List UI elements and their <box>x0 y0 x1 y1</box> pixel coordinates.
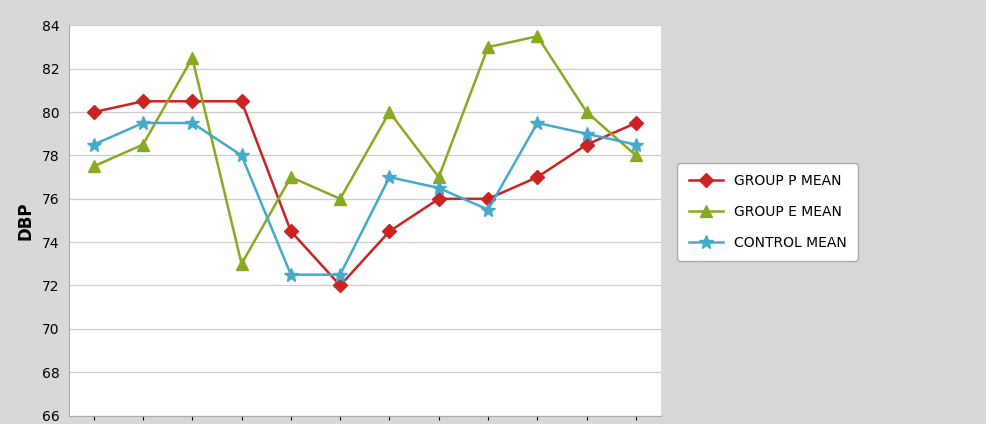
Y-axis label: DBP: DBP <box>17 201 35 240</box>
Legend: GROUP P MEAN, GROUP E MEAN, CONTROL MEAN: GROUP P MEAN, GROUP E MEAN, CONTROL MEAN <box>677 163 858 261</box>
